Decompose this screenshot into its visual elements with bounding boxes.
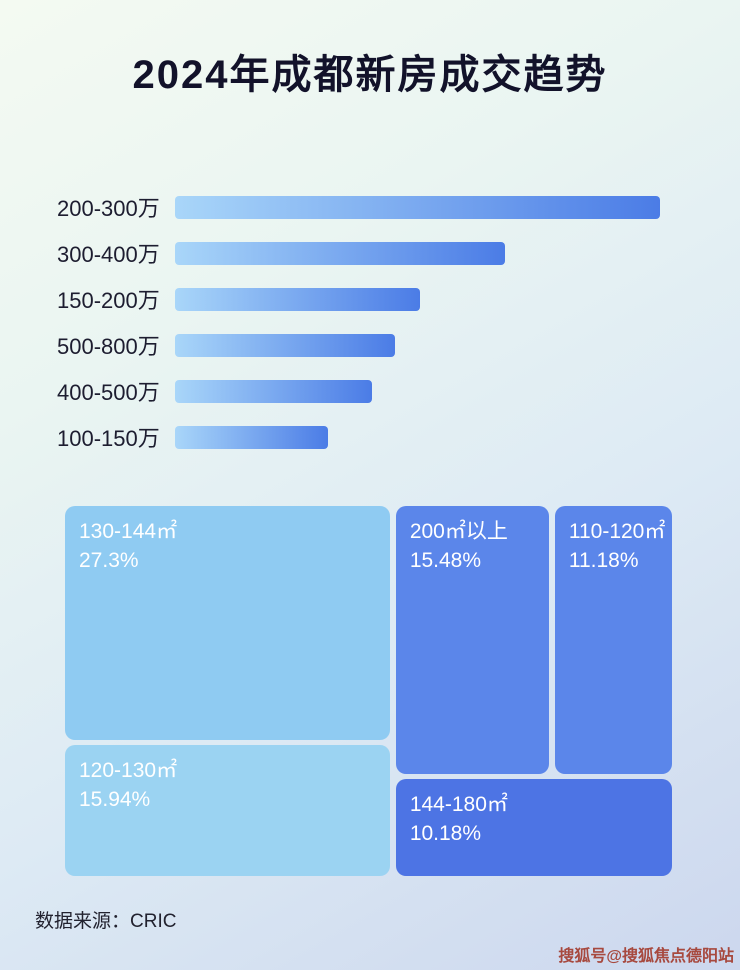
bar-label: 300-400万 — [57, 242, 160, 267]
bar — [175, 195, 660, 219]
bar-row: 150-200万 — [57, 276, 660, 322]
treemap-block-label: 130-144㎡ — [79, 520, 178, 543]
treemap-block: 200㎡以上 15.48% — [395, 506, 549, 774]
treemap-block-value: 11.18% — [568, 549, 639, 573]
bar-label: 200-300万 — [57, 196, 160, 221]
price-range-bar-chart: 200-300万 300-400万 150-200万 500-800万 400-… — [57, 184, 660, 460]
treemap-block: 144-180㎡ 10.18% — [395, 779, 672, 876]
bar-track — [175, 287, 660, 311]
bar-label: 500-800万 — [57, 334, 160, 359]
bar — [175, 379, 372, 403]
treemap-block-value: 15.94% — [79, 788, 151, 812]
page-title: 2024年成都新房成交趋势 — [132, 53, 608, 97]
bar-label: 400-500万 — [57, 380, 160, 405]
treemap-block-label: 120-130㎡ — [79, 759, 178, 783]
bar-row: 500-800万 — [57, 322, 660, 368]
bar-track — [175, 333, 660, 357]
bar-label: 150-200万 — [57, 288, 160, 313]
treemap-block-label: 200㎡以上 — [409, 520, 508, 543]
area-treemap: 130-144㎡ 27.3% 120-130㎡ 15.94% 200㎡以上 15… — [65, 506, 672, 876]
treemap-block-label: 144-180㎡ — [409, 793, 508, 817]
treemap-block: 130-144㎡ 27.3% — [65, 506, 390, 740]
treemap-block: 120-130㎡ 15.94% — [65, 745, 390, 876]
treemap-block: 110-120㎡ 11.18% — [554, 506, 672, 774]
bar-track — [175, 195, 660, 219]
bar-track — [175, 241, 660, 265]
bar — [175, 425, 328, 449]
watermark: 搜狐号@搜狐焦点德阳站 — [558, 948, 734, 965]
treemap-block-value: 15.48% — [409, 549, 482, 573]
treemap-block-label: 110-120㎡ — [568, 520, 666, 543]
bar-track — [175, 425, 660, 449]
bar-row: 100-150万 — [57, 414, 660, 460]
treemap-block-value: 27.3% — [79, 549, 139, 573]
bar — [175, 287, 420, 311]
bar-track — [175, 379, 660, 403]
bar-row: 400-500万 — [57, 368, 660, 414]
bar — [175, 241, 505, 265]
bar-row: 300-400万 — [57, 230, 660, 276]
treemap-block-value: 10.18% — [409, 822, 482, 846]
bar — [175, 333, 396, 357]
bar-row: 200-300万 — [57, 184, 660, 230]
data-source: 数据来源：CRIC — [35, 911, 177, 932]
bar-label: 100-150万 — [57, 426, 160, 451]
